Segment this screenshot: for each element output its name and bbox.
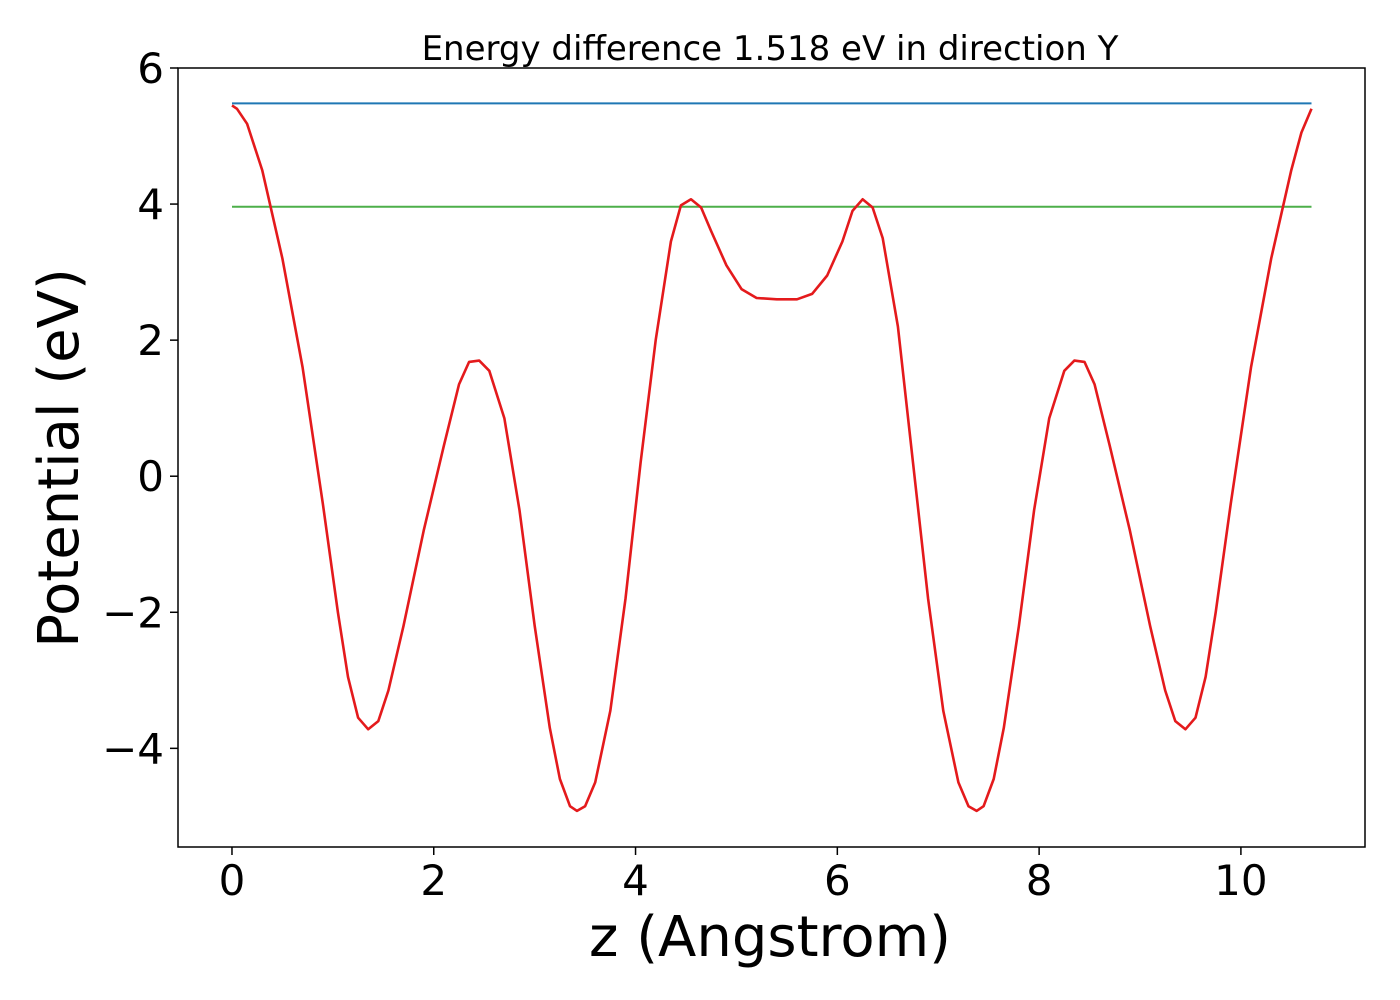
x-tick-label: 0 <box>219 856 246 905</box>
x-tick-label: 4 <box>622 856 649 905</box>
y-tick-label: −4 <box>102 724 164 773</box>
x-axis-label: z (Angstrom) <box>589 905 951 970</box>
plot-area <box>231 102 1313 813</box>
x-tick-label: 8 <box>1026 856 1053 905</box>
chart-title: Energy difference 1.518 eV in direction … <box>422 29 1119 69</box>
y-axis: −4 −2 0 2 4 6 <box>102 44 178 773</box>
x-axis: 0 2 4 6 8 10 <box>219 847 1268 905</box>
plot-frame <box>177 67 1366 848</box>
y-axis-label: Potential (eV) <box>27 268 92 648</box>
y-tick-label: 6 <box>137 44 164 93</box>
x-tick-label: 6 <box>824 856 851 905</box>
y-tick-label: 0 <box>137 452 164 501</box>
x-tick-label: 2 <box>420 856 447 905</box>
potential-line <box>231 104 1313 813</box>
y-tick-label: 4 <box>137 180 164 229</box>
x-tick-label: 10 <box>1214 856 1267 905</box>
y-tick-label: 2 <box>137 316 164 365</box>
y-tick-label: −2 <box>102 588 164 637</box>
